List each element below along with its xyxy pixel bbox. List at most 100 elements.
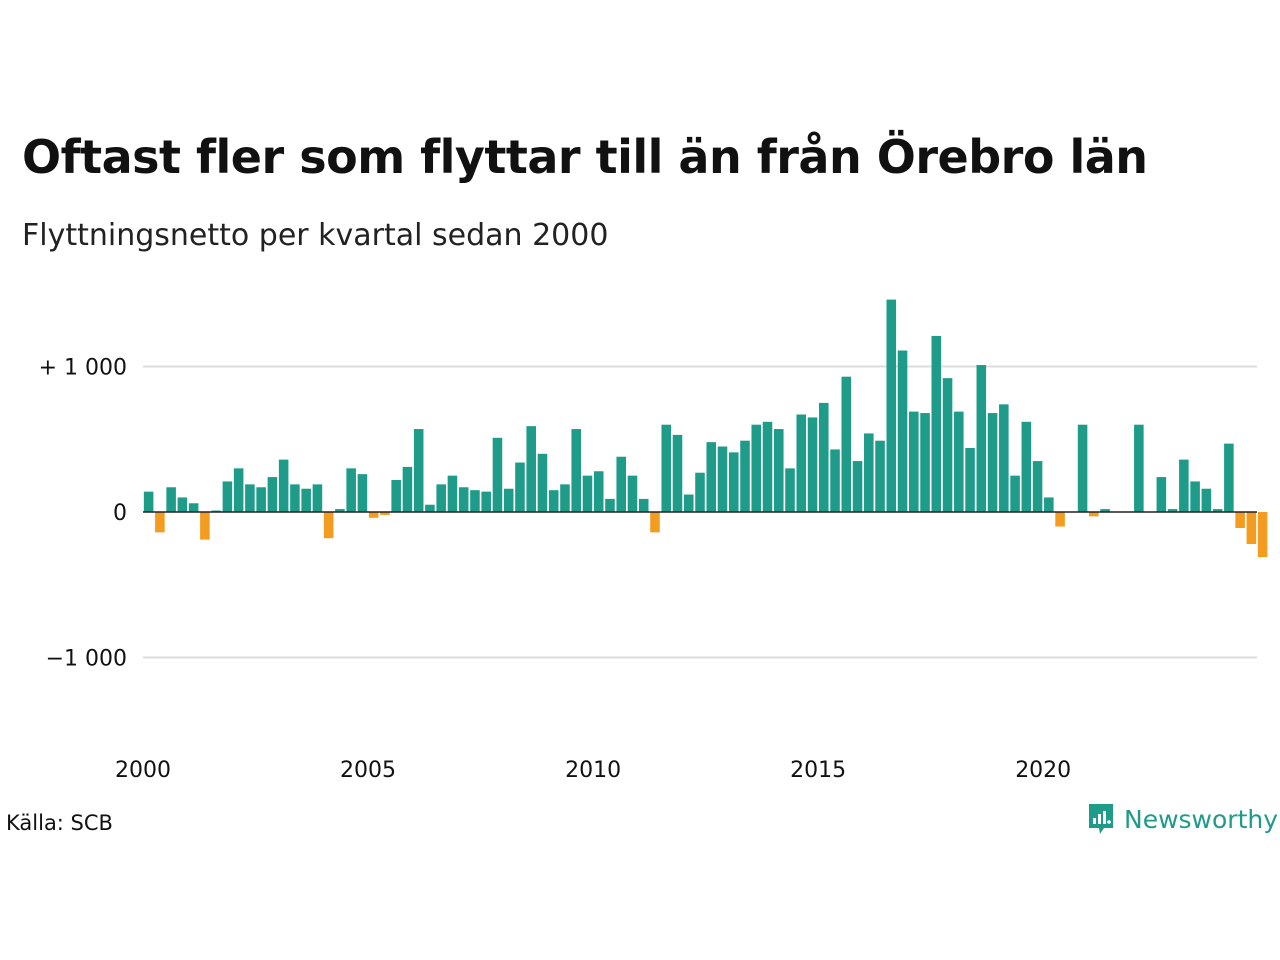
bar <box>143 491 154 512</box>
bar <box>999 404 1009 512</box>
bar <box>1044 497 1054 512</box>
bar <box>605 498 615 512</box>
bar <box>1257 512 1268 558</box>
axis: + 1 000 0 −1 000 2000 2005 2010 2015 2020 <box>39 356 1257 783</box>
bar <box>166 487 176 512</box>
bar <box>886 299 897 512</box>
bar <box>571 429 581 512</box>
bar <box>1212 509 1223 512</box>
bar <box>245 484 255 512</box>
bar <box>1201 488 1212 512</box>
bar <box>593 471 604 512</box>
bar <box>717 446 728 512</box>
x-tick-label: 2020 <box>1015 758 1071 783</box>
bar <box>796 414 807 512</box>
bar <box>155 512 165 533</box>
x-tick-label: 2010 <box>565 758 621 783</box>
bar <box>582 475 593 513</box>
bar <box>481 491 491 512</box>
bar <box>728 452 739 512</box>
bar <box>909 411 919 512</box>
bar <box>762 421 773 512</box>
bar <box>1156 477 1167 512</box>
bar <box>819 402 829 513</box>
bar <box>650 512 660 533</box>
bar <box>695 472 705 512</box>
bar <box>323 512 334 539</box>
bar <box>987 413 998 512</box>
bar <box>560 484 570 512</box>
bar <box>1032 461 1043 512</box>
bar <box>638 498 649 512</box>
bar <box>402 466 413 512</box>
bar <box>380 512 390 515</box>
bar <box>515 462 525 512</box>
bar <box>256 487 266 512</box>
bar <box>177 497 188 512</box>
brand[interactable]: Newsworthy <box>1087 802 1278 836</box>
bar <box>942 378 953 512</box>
bar <box>1100 509 1110 512</box>
chart-subtitle: Flyttningsnetto per kvartal sedan 2000 <box>22 218 609 253</box>
brand-name: Newsworthy <box>1124 804 1279 834</box>
bar <box>267 477 278 512</box>
x-tick-label: 2005 <box>340 758 396 783</box>
bar <box>1021 421 1032 512</box>
bar <box>841 376 852 512</box>
bar <box>1077 424 1088 512</box>
bar <box>616 456 627 512</box>
bar <box>368 512 379 518</box>
bar <box>1224 443 1234 512</box>
chart-title: Oftast fler som flyttar till än från Öre… <box>22 130 1148 184</box>
bar <box>222 481 233 512</box>
bar <box>1179 459 1189 512</box>
bar <box>425 504 435 512</box>
newsworthy-logo-icon <box>1089 804 1113 834</box>
bar <box>672 434 683 512</box>
bar <box>1134 424 1144 512</box>
bar <box>683 494 694 512</box>
bar <box>188 503 199 512</box>
bar <box>436 484 446 512</box>
bar <box>1010 475 1020 513</box>
bar <box>470 490 480 512</box>
bar <box>661 424 672 512</box>
bar <box>807 417 818 512</box>
bar <box>290 484 300 512</box>
bar <box>751 424 762 512</box>
bar <box>976 365 987 512</box>
bar <box>537 453 548 512</box>
bar <box>1089 512 1099 517</box>
bar <box>1246 512 1257 545</box>
bar <box>954 411 964 512</box>
y-tick-label: 0 <box>113 501 127 526</box>
bar <box>301 488 311 512</box>
bar <box>346 468 356 512</box>
bar <box>1235 512 1245 528</box>
x-tick-label: 2000 <box>115 758 171 783</box>
bar <box>548 490 559 512</box>
bar <box>458 487 469 512</box>
bar <box>920 413 930 512</box>
grid-lines <box>143 365 1257 659</box>
bar <box>864 433 874 512</box>
bar <box>875 440 885 512</box>
bar <box>278 459 289 512</box>
bar <box>852 461 863 512</box>
bar <box>773 429 784 512</box>
source-note: Källa: SCB <box>6 811 113 835</box>
y-tick-label: + 1 000 <box>39 356 127 381</box>
bar <box>931 335 942 512</box>
bar <box>503 488 514 512</box>
bar <box>312 484 323 512</box>
bar <box>492 437 503 512</box>
bar <box>706 442 717 512</box>
bar <box>200 512 210 540</box>
bar <box>965 447 975 512</box>
bar <box>526 426 536 512</box>
bar <box>391 479 401 512</box>
bar <box>1167 509 1178 512</box>
bar <box>447 475 458 513</box>
bar <box>357 474 368 512</box>
